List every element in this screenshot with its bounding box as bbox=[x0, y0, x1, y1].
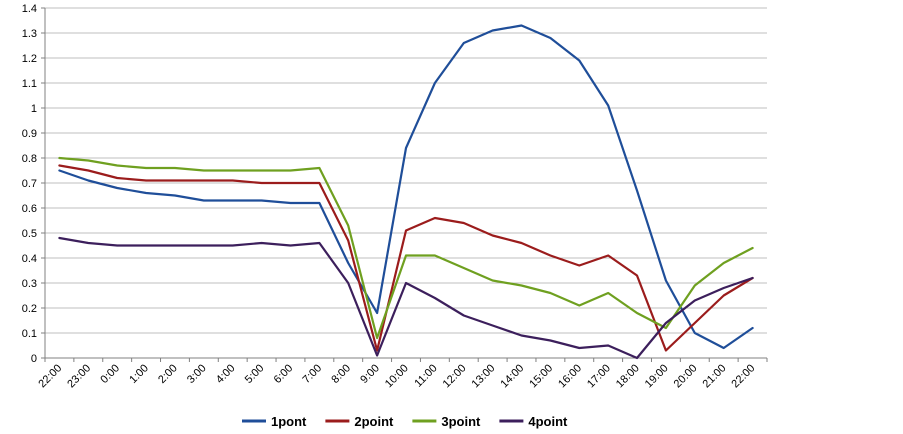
legend-label-1pont: 1pont bbox=[271, 414, 307, 429]
x-tick-label: 18:00 bbox=[614, 362, 642, 390]
series-line-4point bbox=[58, 236, 754, 360]
y-tick-label: 0.6 bbox=[22, 203, 37, 215]
x-tick-labels: 22:00 23:00 0:00 1:00 2:00 3:00 4:00 5:00 6:00 7:… bbox=[36, 362, 757, 390]
x-tick-label: 15:00 bbox=[527, 362, 555, 390]
series-line-3point bbox=[58, 156, 754, 340]
y-tick-label: 0.1 bbox=[22, 328, 37, 340]
x-tick-label: 19:00 bbox=[643, 362, 671, 390]
legend-label-4point: 4point bbox=[528, 414, 568, 429]
y-tick-label: 1.4 bbox=[22, 3, 37, 15]
x-tick-label: 11:00 bbox=[412, 362, 439, 389]
x-tick-label: 13:00 bbox=[470, 362, 498, 390]
legend-label-3point: 3point bbox=[441, 414, 481, 429]
y-tick-label: 1 bbox=[31, 103, 37, 115]
legend: 1pont 2point 3point 4point bbox=[242, 414, 568, 429]
x-tick-label: 21:00 bbox=[701, 362, 729, 390]
series-line-1pont bbox=[58, 24, 754, 350]
y-tick-label: 1.2 bbox=[22, 53, 37, 65]
x-tick-label: 3:00 bbox=[185, 362, 209, 386]
y-tick-label: 0.5 bbox=[22, 228, 37, 240]
series-lines bbox=[58, 24, 754, 360]
x-tick-label: 7:00 bbox=[301, 362, 325, 386]
legend-label-2point: 2point bbox=[354, 414, 394, 429]
x-tick-label: 5:00 bbox=[243, 362, 267, 386]
y-tick-label: 0.7 bbox=[22, 178, 37, 190]
x-tick-label: 10:00 bbox=[383, 362, 411, 390]
series-line-2point bbox=[58, 164, 754, 352]
x-tick-label: 14:00 bbox=[498, 362, 526, 390]
x-tick-label: 12:00 bbox=[441, 362, 469, 390]
y-tick-label: 0.4 bbox=[22, 253, 37, 265]
y-tick-label: 0.9 bbox=[22, 128, 37, 140]
x-tick-label: 0:00 bbox=[98, 362, 122, 386]
x-tick-label: 17:00 bbox=[585, 362, 613, 390]
x-tick-label: 6:00 bbox=[272, 362, 296, 386]
y-tick-label: 1.1 bbox=[22, 78, 37, 90]
x-tick-label: 22:00 bbox=[36, 362, 64, 390]
y-tick-label: 0.2 bbox=[22, 303, 37, 315]
x-tick-label: 9:00 bbox=[358, 362, 382, 386]
y-tick-label: 1.3 bbox=[22, 28, 37, 40]
x-tick-label: 16:00 bbox=[556, 362, 584, 390]
y-tick-label: 0.3 bbox=[22, 278, 37, 290]
x-tick-label: 23:00 bbox=[65, 362, 93, 390]
x-tick-label: 22:00 bbox=[729, 362, 757, 390]
x-tick-label: 2:00 bbox=[156, 362, 180, 386]
y-tick-label: 0 bbox=[31, 353, 37, 365]
x-tick-label: 8:00 bbox=[329, 362, 353, 386]
x-tick-label: 20:00 bbox=[672, 362, 700, 390]
y-tick-labels: 0 0.1 0.2 0.3 0.4 0.5 0.6 0.7 0.8 0.9 1 1.1 1.2 1.3 1.… bbox=[22, 3, 37, 365]
axes bbox=[41, 7, 768, 362]
x-tick-label: 1:00 bbox=[127, 362, 151, 386]
x-tick-label: 4:00 bbox=[214, 362, 238, 386]
y-tick-label: 0.8 bbox=[22, 153, 37, 165]
